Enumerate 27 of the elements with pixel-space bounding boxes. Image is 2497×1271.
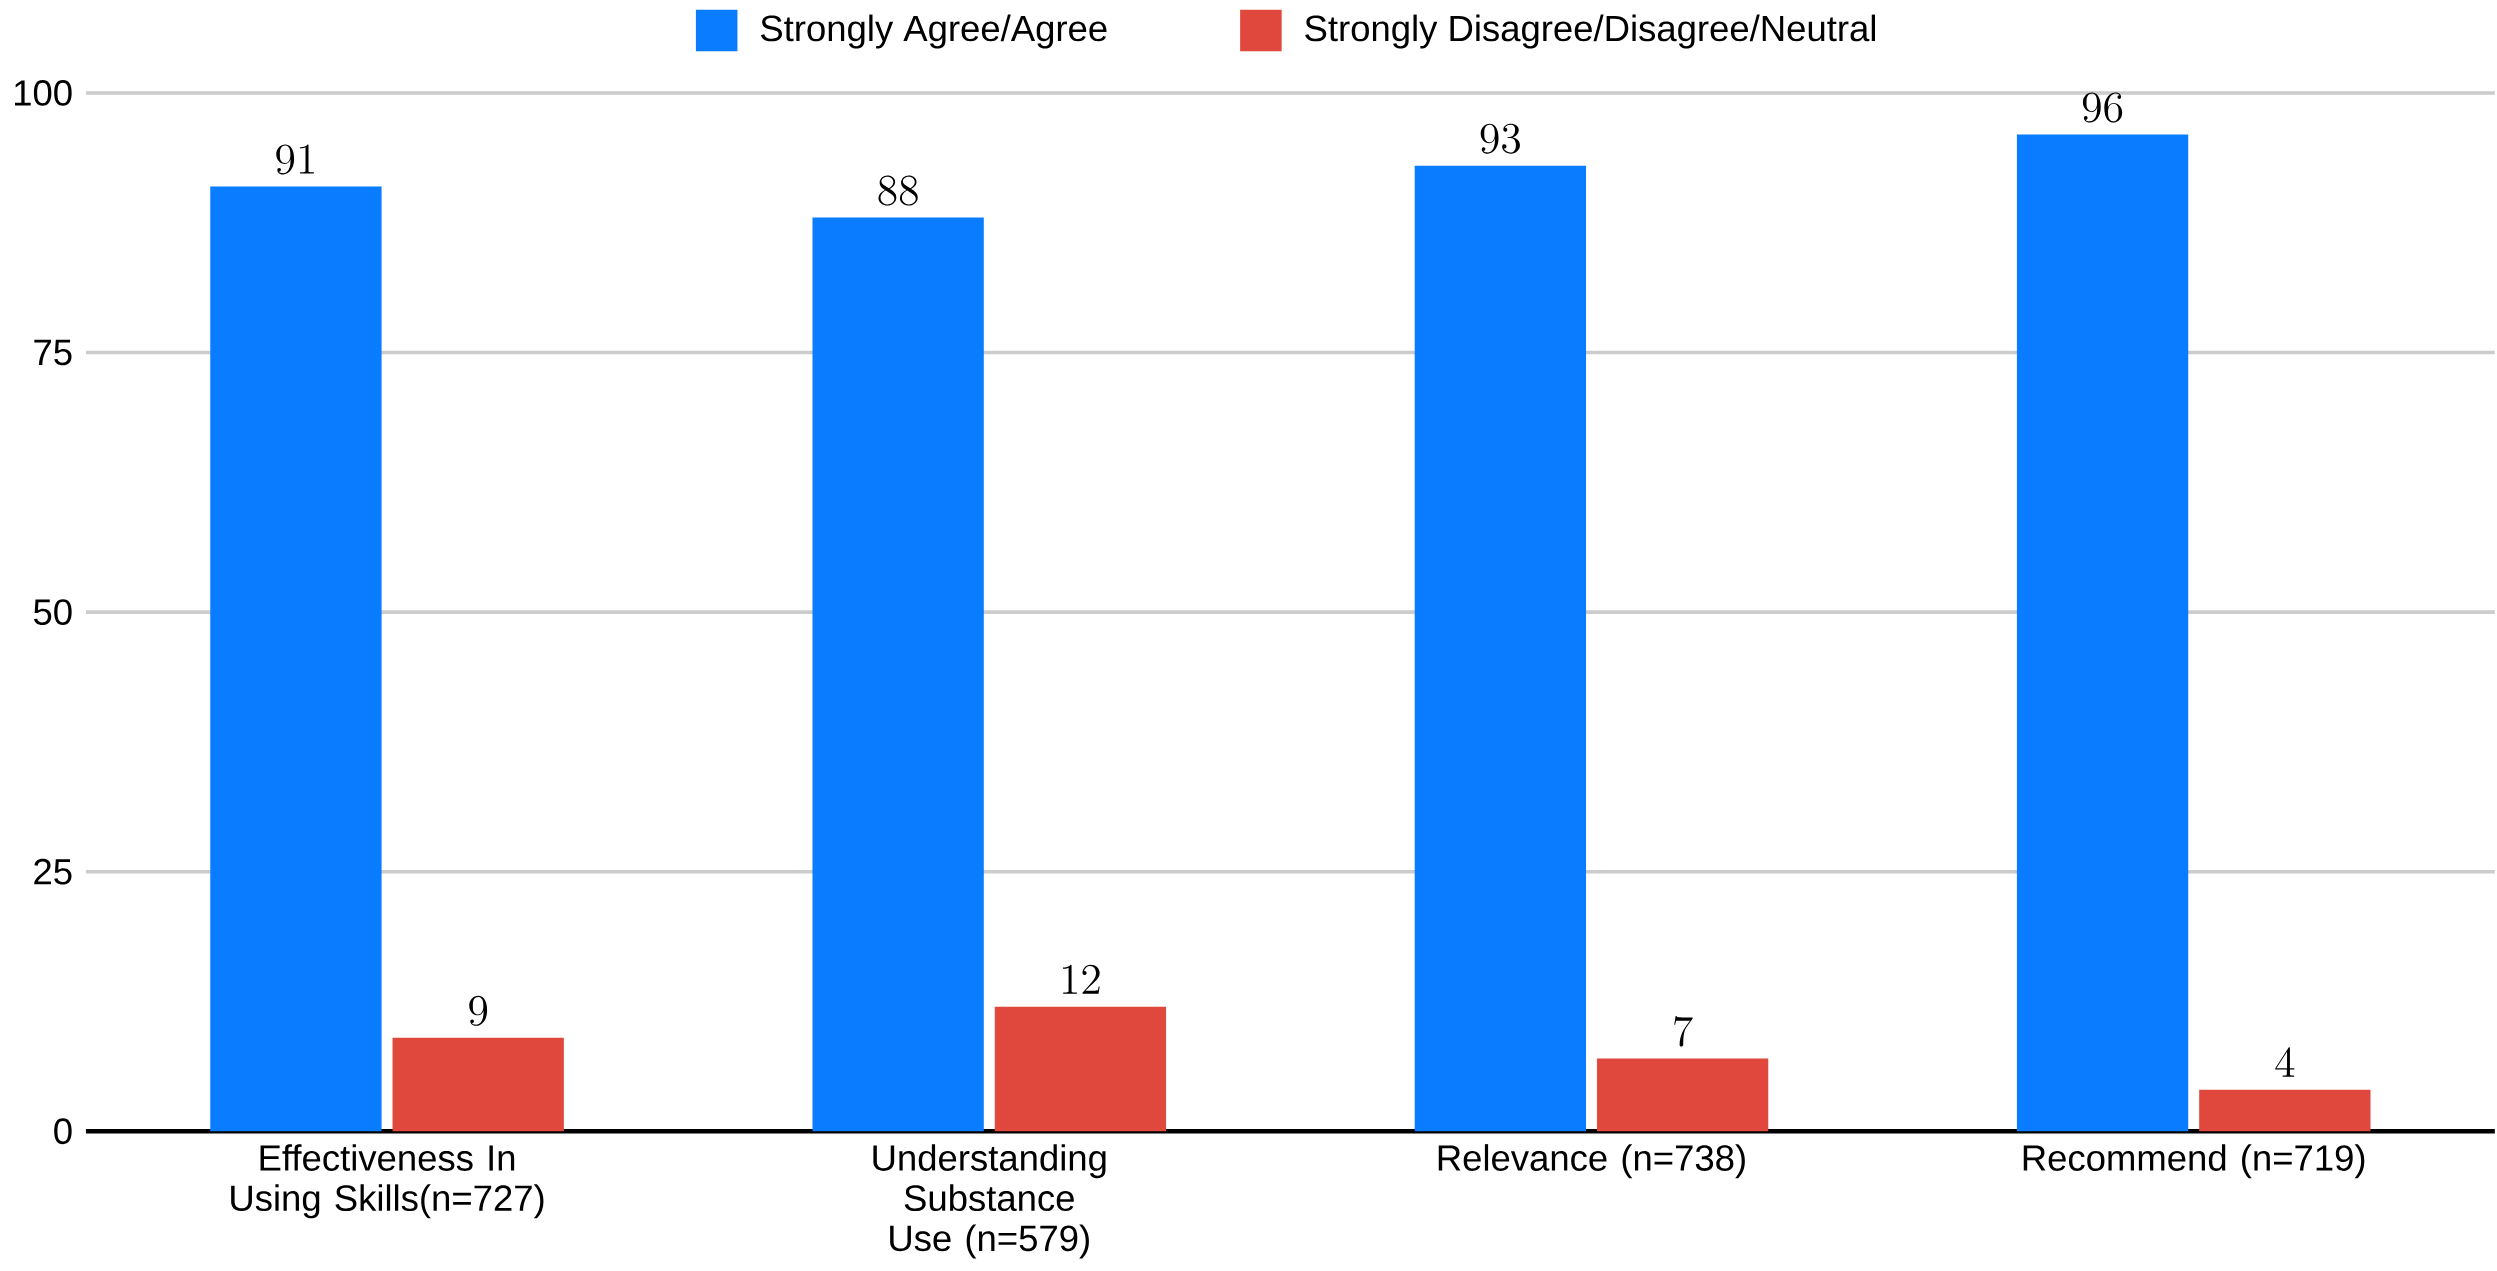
y-tick-label: 25 <box>34 858 72 885</box>
legend-label: Strongly Agree/Agree <box>760 14 1107 49</box>
bar <box>1596 1058 1769 1132</box>
bar <box>392 1038 564 1132</box>
data-label: 96 <box>2082 92 2123 123</box>
data-label: 93 <box>1480 123 1520 154</box>
bar <box>812 217 984 1132</box>
data-label: 4 <box>2275 1047 2295 1078</box>
y-tick-label: 75 <box>34 339 72 366</box>
data-label: 7 <box>1674 1016 1693 1047</box>
y-tick-label: 50 <box>33 599 72 626</box>
bar <box>2016 134 2189 1132</box>
x-tick-label: Relevance (n=738) <box>1438 1144 1745 1179</box>
x-tick-label: Understanding Substance Use (n=579) <box>873 1144 1106 1259</box>
data-label: 12 <box>1062 964 1100 994</box>
legend-label: Strongly Disagree/Disagree/Neutral <box>1305 14 1875 49</box>
bar <box>1414 165 1587 1132</box>
data-label: 91 <box>276 144 314 175</box>
bar <box>2199 1089 2371 1132</box>
bar <box>994 1006 1167 1132</box>
y-tick-label: 0 <box>54 1118 72 1145</box>
data-label: 88 <box>878 175 918 206</box>
x-tick-label: Recommend (n=719) <box>2023 1144 2365 1179</box>
x-tick-label: Effectiveness In Using Skills(n=727) <box>231 1144 544 1219</box>
data-label: 9 <box>469 995 488 1027</box>
bar <box>210 186 382 1132</box>
y-tick-label: 100 <box>14 80 72 107</box>
